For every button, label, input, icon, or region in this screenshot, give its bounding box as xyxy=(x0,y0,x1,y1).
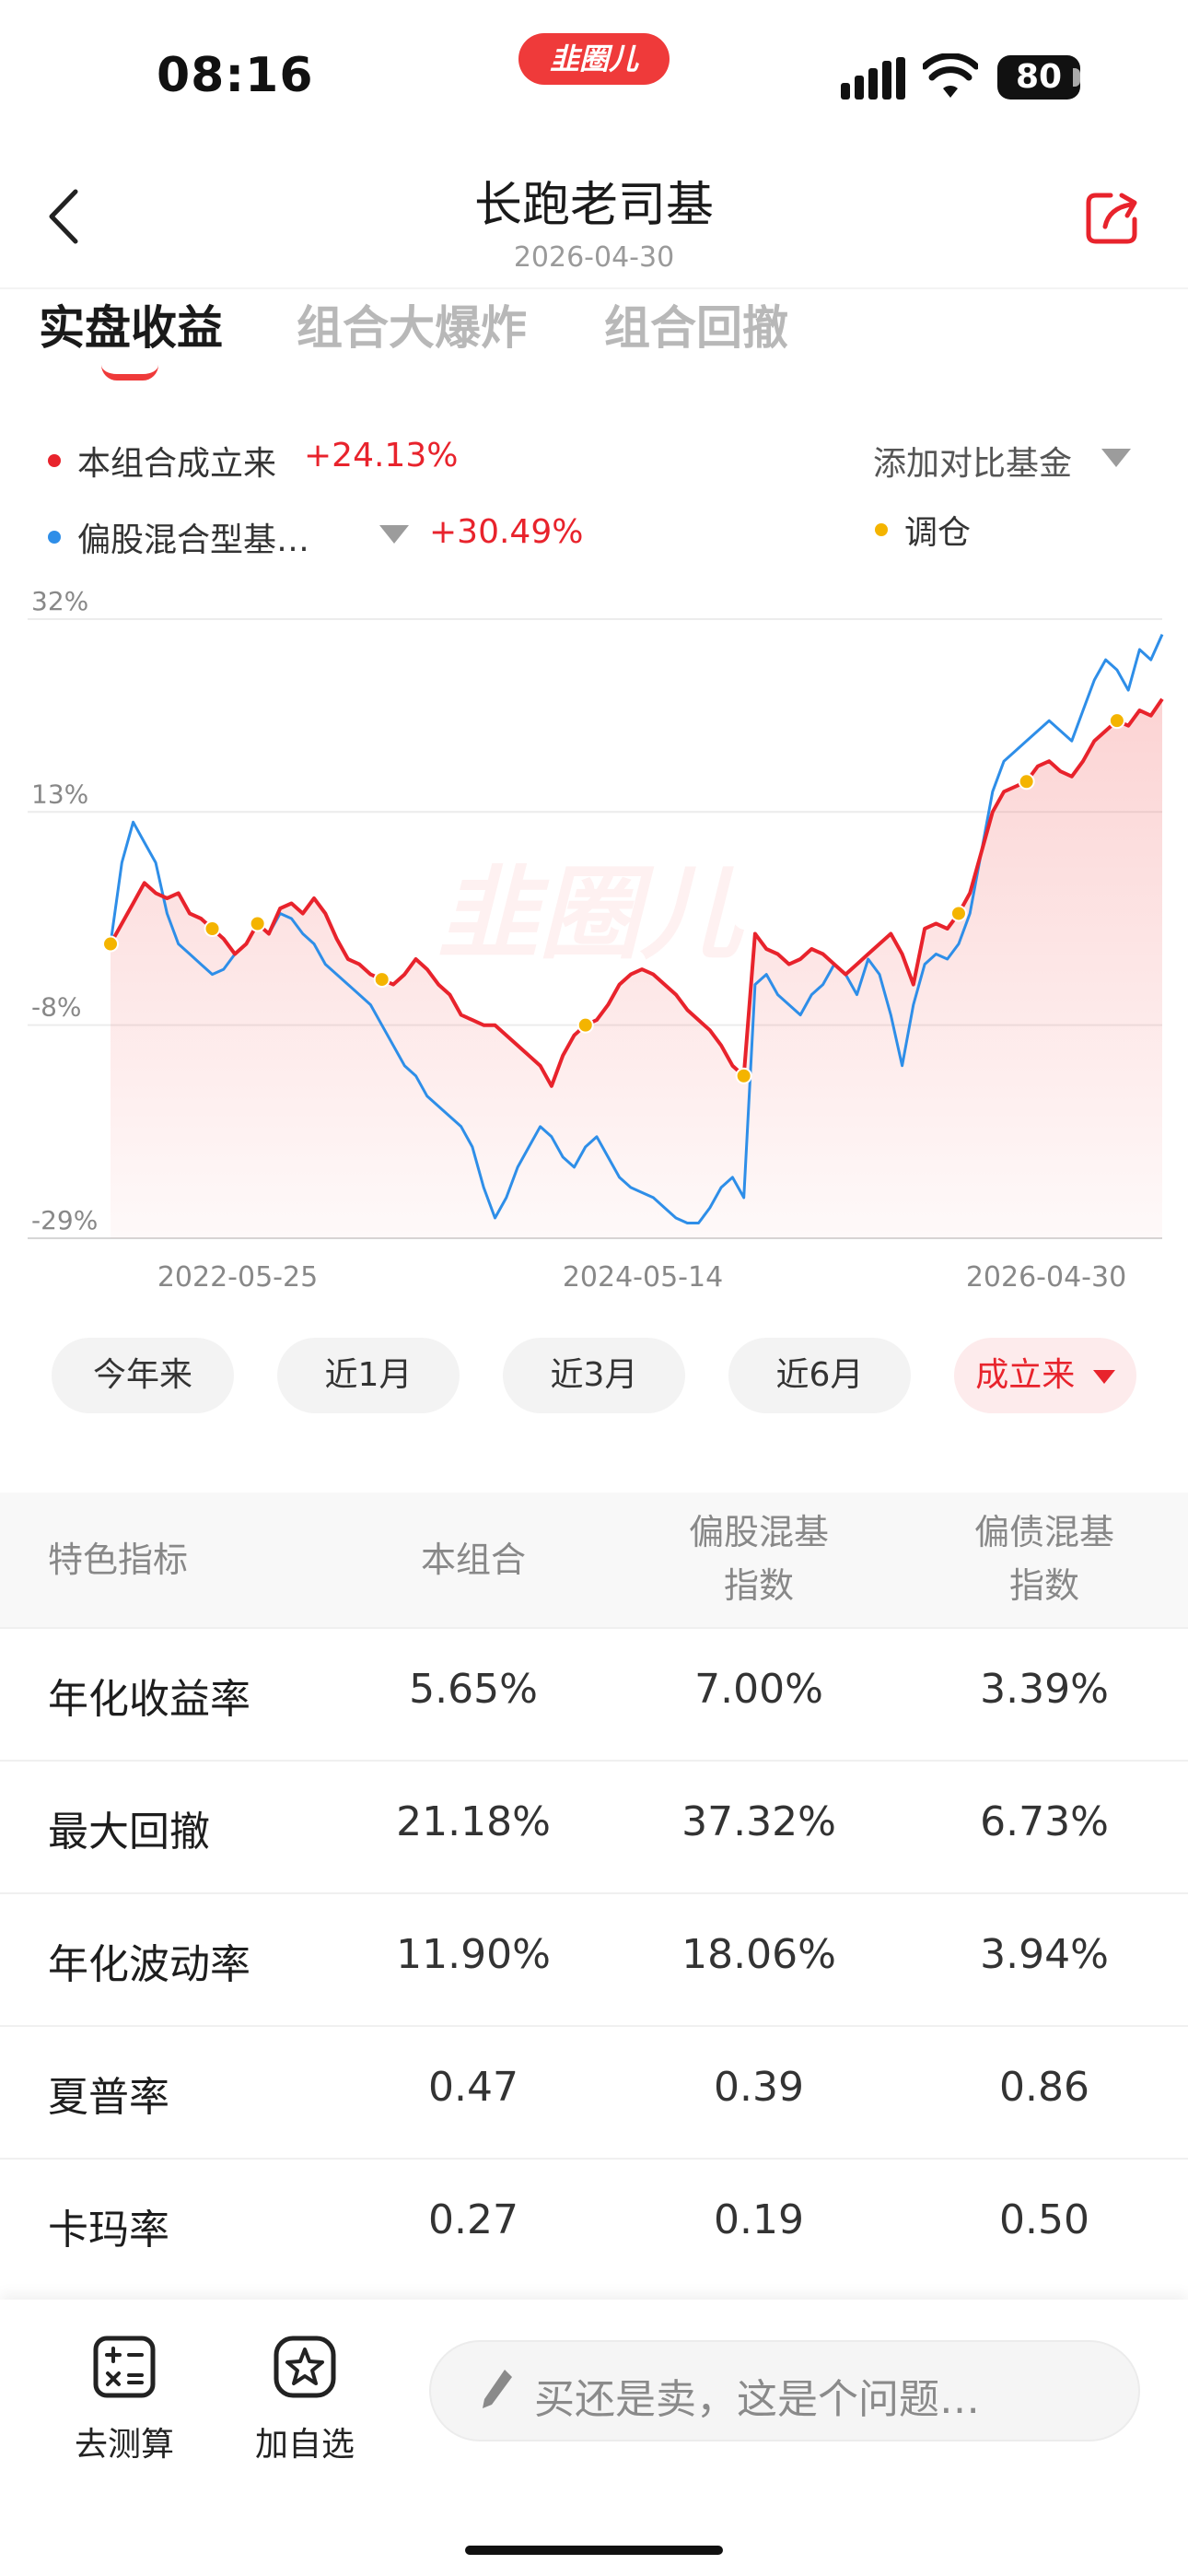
fav-label[interactable]: 加自选 xyxy=(254,2426,355,2464)
favorite-star-icon[interactable] xyxy=(273,2335,337,2399)
metric-value: 37.32% xyxy=(681,1798,836,1845)
metric-label: 夏普率 xyxy=(48,2074,169,2121)
header-portfolio: 本组合 xyxy=(420,1540,526,1580)
metric-value: 0.86 xyxy=(999,2064,1089,2111)
rebalance-point xyxy=(1108,712,1125,730)
row-divider xyxy=(0,2025,1188,2027)
row-divider xyxy=(0,1892,1188,1894)
x-tick-label: 2024-05-14 xyxy=(563,1261,723,1290)
row-divider xyxy=(0,2158,1188,2160)
metric-value: 0.39 xyxy=(714,2064,804,2111)
rebalance-point xyxy=(1018,773,1035,790)
wifi-icon xyxy=(923,53,978,98)
range-1m[interactable]: 近1月 xyxy=(277,1338,460,1413)
compare-dropdown-icon[interactable] xyxy=(1101,449,1131,467)
x-tick-label: 2022-05-25 xyxy=(157,1261,318,1290)
page-date: 2026-04-30 xyxy=(513,241,675,274)
series2-line xyxy=(109,633,1164,1224)
ask-placeholder[interactable]: 买还是卖，这是个问题… xyxy=(534,2376,980,2423)
tab-actual-returns[interactable]: 实盘收益 xyxy=(39,301,223,355)
series2-dropdown-icon[interactable] xyxy=(379,525,409,544)
metric-label: 年化波动率 xyxy=(48,1941,250,1988)
y-tick-label: -8% xyxy=(31,992,82,1023)
header-equity-index-l1: 偏股混基 xyxy=(688,1512,829,1552)
series1-legend-dot xyxy=(48,454,61,467)
add-compare-fund-button[interactable]: 添加对比基金 xyxy=(873,445,1073,483)
rebalance-point xyxy=(949,905,967,922)
y-tick-label: 13% xyxy=(31,779,88,809)
app-brand-badge: 韭圈儿 xyxy=(518,33,670,85)
metric-label: 年化收益率 xyxy=(48,1676,250,1723)
metric-label: 最大回撤 xyxy=(48,1809,210,1856)
metrics-table-header xyxy=(0,1493,1188,1627)
back-chevron-icon[interactable] xyxy=(41,184,87,249)
header-metric: 特色指标 xyxy=(48,1540,189,1580)
active-tab-indicator xyxy=(101,365,158,381)
series1-line xyxy=(109,697,1164,1088)
rebalance-point xyxy=(373,971,390,989)
cellular-signal-icon xyxy=(841,57,905,100)
share-icon[interactable] xyxy=(1083,188,1142,247)
metric-value: 6.73% xyxy=(980,1798,1109,1845)
pencil-icon xyxy=(483,2370,512,2408)
header-bond-index-l2: 指数 xyxy=(1008,1565,1079,1606)
page-title: 长跑老司基 xyxy=(473,178,714,233)
tab-portfolio-drawdown[interactable]: 组合回撤 xyxy=(604,301,788,355)
rebalance-point xyxy=(249,915,266,932)
calculator-icon[interactable] xyxy=(92,2335,157,2399)
rebalance-point xyxy=(735,1067,752,1084)
row-divider xyxy=(0,1760,1188,1762)
header-bond-index-l1: 偏债混基 xyxy=(973,1512,1114,1552)
ask-input[interactable] xyxy=(429,2340,1140,2441)
tab-portfolio-blast[interactable]: 组合大爆炸 xyxy=(297,301,527,355)
series1-legend-value: +24.13% xyxy=(304,437,459,474)
rebalance-point xyxy=(577,1016,594,1034)
x-tick-label: 2026-04-30 xyxy=(966,1261,1126,1290)
chart-watermark: 韭圈儿 xyxy=(437,855,745,973)
metric-value: 3.94% xyxy=(980,1931,1109,1978)
range-ytd[interactable]: 今年来 xyxy=(52,1338,234,1413)
metric-value: 0.47 xyxy=(428,2064,518,2111)
range-since-inception[interactable]: 成立来 xyxy=(954,1338,1136,1413)
metric-value: 3.39% xyxy=(980,1666,1109,1713)
row-divider xyxy=(0,1627,1188,1629)
y-tick-label: -29% xyxy=(31,1205,98,1235)
series2-legend-dot xyxy=(48,531,61,544)
metric-value: 5.65% xyxy=(409,1666,538,1713)
metric-value: 18.06% xyxy=(681,1931,836,1978)
range-since-inception-label: 成立来 xyxy=(975,1356,1076,1394)
metric-value: 0.27 xyxy=(428,2196,518,2243)
range-6m[interactable]: 近6月 xyxy=(728,1338,911,1413)
rebalance-point xyxy=(204,920,221,937)
metric-label: 卡玛率 xyxy=(48,2207,169,2254)
series1-area xyxy=(111,698,1162,1238)
metric-value: 7.00% xyxy=(694,1666,823,1713)
battery-tip xyxy=(1073,68,1080,87)
series1-legend-label: 本组合成立来 xyxy=(77,445,277,483)
rebalance-legend-label: 调仓 xyxy=(904,514,972,552)
range-dropdown-icon xyxy=(1092,1369,1115,1384)
metric-value: 21.18% xyxy=(396,1798,551,1845)
home-indicator xyxy=(465,2546,723,2555)
series2-legend-value: +30.49% xyxy=(429,513,584,551)
rebalance-legend-dot xyxy=(875,523,888,536)
range-3m[interactable]: 近3月 xyxy=(503,1338,685,1413)
rebalance-point xyxy=(102,935,119,953)
metric-value: 11.90% xyxy=(396,1931,551,1978)
metric-value: 0.19 xyxy=(714,2196,804,2243)
series2-legend-label[interactable]: 偏股混合型基… xyxy=(77,521,310,559)
header-equity-index-l2: 指数 xyxy=(723,1565,794,1606)
header-divider xyxy=(0,287,1188,289)
battery-indicator: 80 xyxy=(997,55,1080,100)
y-tick-label: 32% xyxy=(31,590,88,616)
returns-line-chart[interactable]: 韭圈儿 32% 13% -8% -29% 2022-05-25 2024-05-14 202… xyxy=(0,590,1188,1290)
calc-label[interactable]: 去测算 xyxy=(74,2426,174,2464)
status-time: 08:16 xyxy=(157,48,314,103)
metric-value: 0.50 xyxy=(999,2196,1089,2243)
